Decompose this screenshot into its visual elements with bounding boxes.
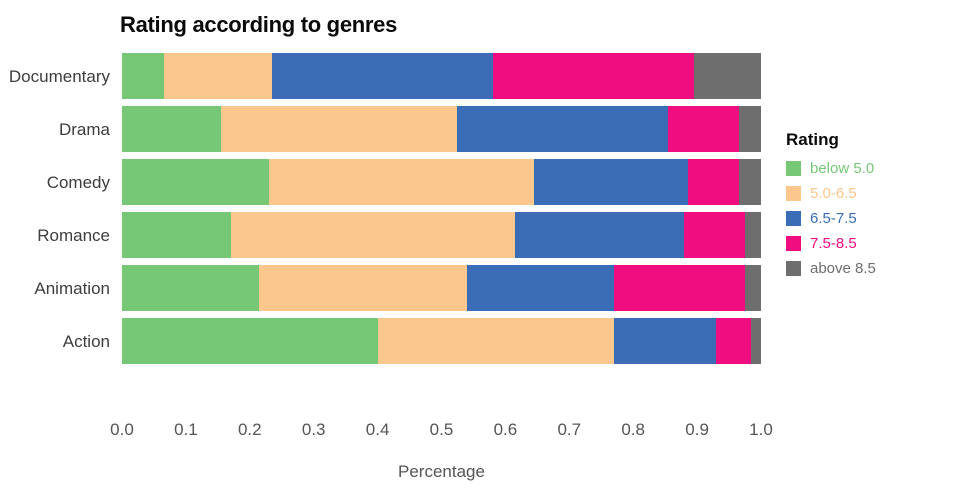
y-axis-label: Comedy <box>46 172 110 192</box>
bar-segment[interactable] <box>122 318 378 364</box>
bar-segment[interactable] <box>230 212 515 258</box>
x-tick-label: 0.0 <box>110 420 134 439</box>
bar-row: Animation <box>34 262 761 315</box>
legend-items: below 5.0 5.0-6.5 6.5-7.5 7.5-8.5 above 8.5 <box>786 160 876 277</box>
legend-swatch <box>786 261 801 276</box>
x-tick-label: 1.0 <box>749 420 773 439</box>
legend-label: 7.5-8.5 <box>810 235 857 252</box>
legend-swatch <box>786 186 801 201</box>
x-tick-label: 0.2 <box>237 420 262 439</box>
stacked-bar[interactable] <box>122 106 761 152</box>
legend-swatch <box>786 236 801 251</box>
bar-segment[interactable] <box>492 53 694 99</box>
legend-item[interactable]: above 8.5 <box>786 260 876 277</box>
stacked-bar[interactable] <box>122 212 761 258</box>
bar-segment[interactable] <box>614 265 745 311</box>
chart-title: Rating according to genres <box>120 12 398 37</box>
bar-rows: Documentary Drama Comedy Romance Animation Ac… <box>9 50 761 368</box>
x-tick-label: 0.7 <box>557 420 582 439</box>
y-axis-label: Romance <box>37 225 110 245</box>
legend-swatch <box>786 211 801 226</box>
bar-segment[interactable] <box>457 106 669 152</box>
legend-label: 5.0-6.5 <box>810 185 857 202</box>
bar-segment[interactable] <box>163 53 273 99</box>
legend-label: below 5.0 <box>810 160 875 177</box>
legend-label: above 8.5 <box>810 260 876 277</box>
bar-segment[interactable] <box>272 53 493 99</box>
x-tick-label: 0.4 <box>365 420 390 439</box>
y-axis-label: Drama <box>58 119 110 139</box>
x-axis-ticks: 0.0 0.1 0.2 0.3 0.4 0.5 0.6 0.7 0.8 0.9 1.0 <box>110 420 773 442</box>
bar-row: Romance <box>37 209 761 262</box>
bar-segment[interactable] <box>467 265 615 311</box>
bar-segment[interactable] <box>687 159 739 205</box>
bar-row: Documentary <box>9 50 761 103</box>
x-tick-label: 0.9 <box>685 420 709 439</box>
x-tick-label: 0.3 <box>301 420 326 439</box>
bar-segment[interactable] <box>751 318 761 364</box>
legend-item[interactable]: 5.0-6.5 <box>786 185 876 202</box>
bar-row: Comedy <box>47 156 761 209</box>
bar-segment[interactable] <box>122 106 222 152</box>
bar-segment[interactable] <box>259 265 468 311</box>
bar-segment[interactable] <box>745 265 761 311</box>
legend-swatch <box>786 161 801 176</box>
bar-segment[interactable] <box>716 318 752 364</box>
stacked-bar[interactable] <box>122 53 761 99</box>
legend-label: 6.5-7.5 <box>810 210 857 227</box>
stacked-bar[interactable] <box>122 318 761 364</box>
x-tick-label: 0.6 <box>493 420 518 439</box>
legend-item[interactable]: 6.5-7.5 <box>786 210 876 227</box>
x-tick-label: 0.1 <box>174 420 198 439</box>
bar-segment[interactable] <box>668 106 739 152</box>
bar-segment[interactable] <box>268 159 535 205</box>
bar-segment[interactable] <box>377 318 615 364</box>
y-axis-label: Action <box>62 331 110 351</box>
legend: Rating below 5.0 5.0-6.5 6.5-7.5 7.5-8.5 abo… <box>786 130 876 285</box>
legend-item[interactable]: below 5.0 <box>786 160 876 177</box>
bar-segment[interactable] <box>514 212 685 258</box>
bar-segment[interactable] <box>122 159 269 205</box>
y-axis-label: Animation <box>34 278 110 298</box>
legend-title: Rating <box>786 130 839 149</box>
legend-item[interactable]: 7.5-8.5 <box>786 235 876 252</box>
x-tick-label: 0.5 <box>429 420 454 439</box>
x-axis-label: Percentage <box>398 462 485 481</box>
bar-segment[interactable] <box>738 106 761 152</box>
y-axis-label: Documentary <box>8 66 110 86</box>
bar-segment[interactable] <box>122 265 260 311</box>
bar-row: Action <box>63 315 761 368</box>
bar-segment[interactable] <box>221 106 458 152</box>
bar-segment[interactable] <box>122 212 231 258</box>
x-tick-label: 0.8 <box>621 420 646 439</box>
plot-area: Documentary Drama Comedy Romance Animation Ac… <box>9 50 761 368</box>
bar-segment[interactable] <box>745 212 761 258</box>
bar-segment[interactable] <box>693 53 761 99</box>
stacked-bar[interactable] <box>122 159 761 205</box>
bar-segment[interactable] <box>122 53 164 99</box>
bar-segment[interactable] <box>684 212 745 258</box>
bar-segment[interactable] <box>738 159 761 205</box>
stacked-bar[interactable] <box>122 265 761 311</box>
bar-row: Drama <box>59 103 761 156</box>
bar-segment[interactable] <box>534 159 688 205</box>
bar-segment[interactable] <box>614 318 717 364</box>
